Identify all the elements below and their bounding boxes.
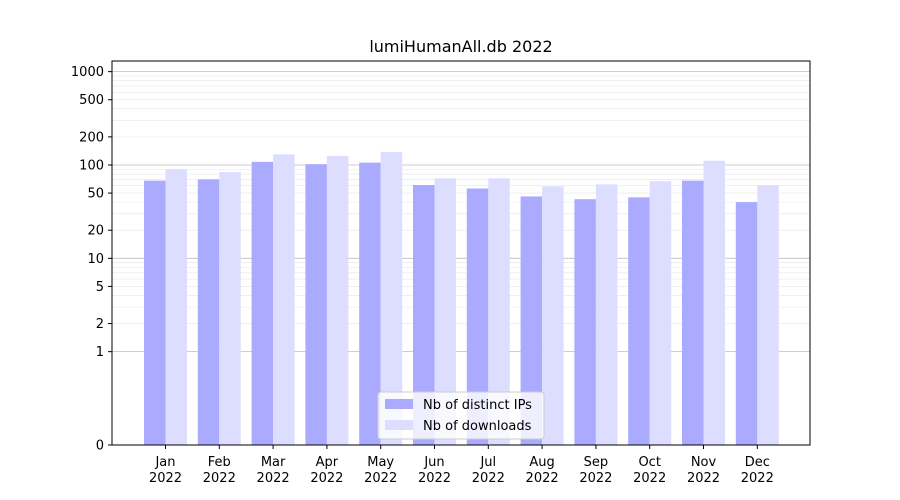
y-tick-label: 200: [79, 130, 104, 145]
bar-downloads: [380, 151, 403, 445]
x-tick-label: Mar 2022: [257, 455, 290, 486]
x-tick-label: Nov 2022: [687, 455, 720, 486]
bar-distinct-ips: [466, 188, 489, 445]
y-tick-label: 5: [96, 280, 104, 295]
x-tick-label: Sep 2022: [579, 455, 612, 486]
x-tick-label: Apr 2022: [310, 455, 343, 486]
y-tick-label: 20: [87, 224, 104, 239]
plot-area: [111, 60, 811, 446]
bar-distinct-ips: [359, 162, 381, 445]
legend: Nb of distinct IPs Nb of downloads: [377, 391, 545, 440]
bar-downloads: [326, 155, 349, 445]
bar-distinct-ips: [413, 185, 435, 445]
x-tick-label: Aug 2022: [526, 455, 559, 486]
x-tick-label: Jan 2022: [149, 455, 182, 486]
bar-distinct-ips: [735, 202, 758, 445]
y-tick-label: 10: [87, 252, 104, 267]
x-tick-label: Feb 2022: [203, 455, 236, 486]
x-tick-label: Oct 2022: [633, 455, 666, 486]
y-axis: 0 1 2 5 10 20 50 100 200 500 1000: [71, 65, 112, 454]
bar-downloads: [757, 185, 779, 445]
y-tick-label: 2: [96, 317, 104, 332]
bar-distinct-ips: [574, 199, 596, 445]
bar-distinct-ips: [197, 179, 220, 445]
y-tick-label: 500: [79, 93, 104, 108]
bar-distinct-ips: [628, 197, 650, 445]
x-axis: Jan 2022 Feb 2022 Mar 2022 Apr 2022 May 2022 Jun 20…: [149, 445, 774, 486]
bar-distinct-ips: [144, 180, 166, 445]
legend-label-downloads: Nb of downloads: [423, 419, 532, 434]
bars: [144, 151, 779, 446]
y-tick-label: 0: [96, 439, 104, 454]
bar-downloads: [595, 184, 618, 445]
bar-downloads: [542, 186, 564, 445]
legend-swatch-downloads: [385, 420, 413, 430]
legend-swatch-distinct-ips: [385, 399, 413, 409]
y-tick-label: 1000: [71, 65, 104, 80]
bar-downloads: [649, 181, 672, 446]
bar-downloads: [703, 160, 725, 445]
bar-distinct-ips: [251, 161, 274, 446]
bar-downloads: [434, 178, 456, 445]
bar-downloads: [219, 172, 241, 445]
bar-downloads: [488, 178, 510, 445]
x-tick-label: Dec 2022: [741, 455, 774, 486]
bar-distinct-ips: [305, 164, 327, 445]
y-tick-label: 50: [87, 187, 104, 202]
x-tick-label: May 2022: [364, 455, 397, 486]
bar-distinct-ips: [520, 196, 543, 445]
bar-downloads: [273, 154, 295, 445]
y-tick-label: 100: [79, 158, 104, 173]
chart-title: lumiHumanAll.db 2022: [369, 37, 552, 56]
x-tick-label: Jun 2022: [418, 455, 451, 486]
legend-label-distinct-ips: Nb of distinct IPs: [423, 398, 532, 413]
bar-distinct-ips: [682, 180, 704, 445]
bar-downloads: [165, 169, 187, 446]
legend-box: [377, 391, 545, 440]
x-tick-label: Jul 2022: [472, 455, 505, 486]
y-tick-label: 1: [96, 345, 104, 360]
